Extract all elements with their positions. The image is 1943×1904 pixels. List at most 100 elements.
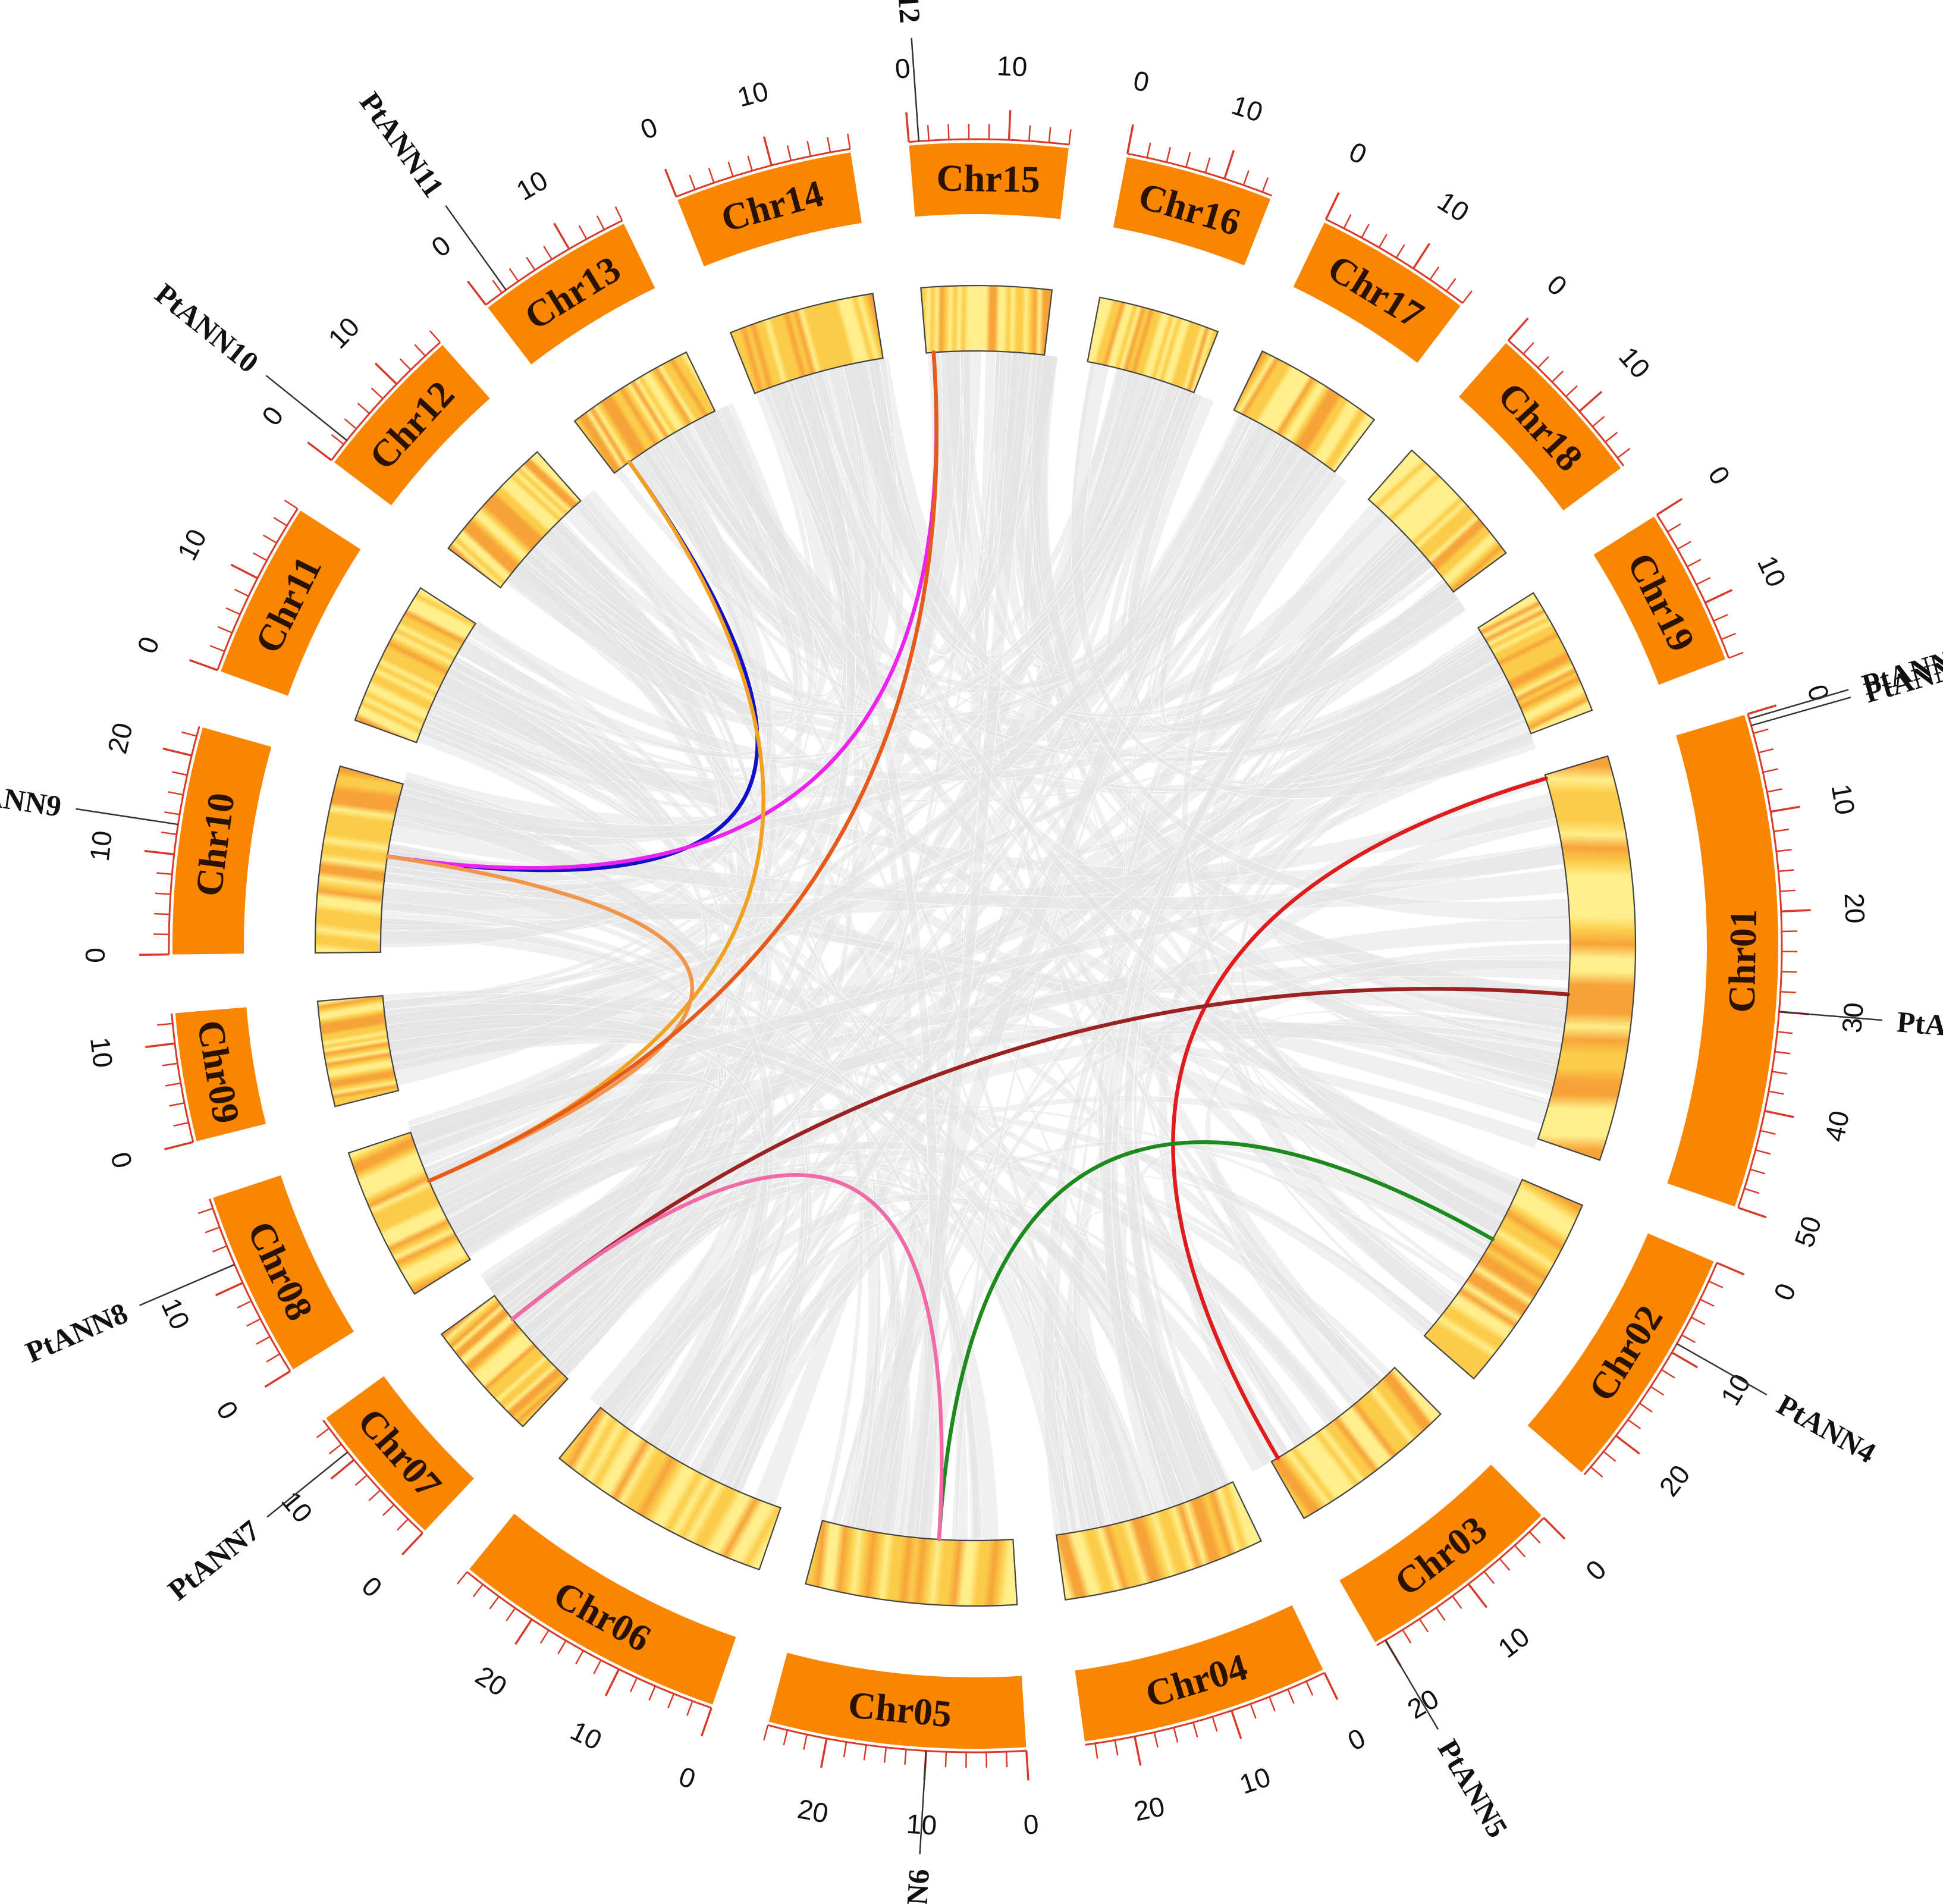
- major-tick: [1323, 1672, 1339, 1701]
- tick-label: 0: [1343, 1722, 1370, 1756]
- minor-tick: [399, 358, 412, 371]
- tick-label: 20: [1839, 892, 1871, 924]
- minor-tick: [1242, 170, 1250, 186]
- major-tick: [664, 168, 677, 197]
- link-ptann6-ptann7: [510, 1173, 944, 1542]
- minor-tick: [803, 1734, 808, 1750]
- minor-tick: [786, 145, 792, 161]
- major-tick: [1737, 1206, 1767, 1219]
- tick-label: 10: [84, 829, 118, 863]
- tick-axis: [908, 138, 1069, 146]
- major-tick: [1025, 1751, 1029, 1781]
- gene-ptann11: PtANN11: [353, 86, 507, 291]
- background-synteny-links: [380, 350, 1571, 1541]
- gene-label: PtANN6: [896, 1868, 936, 1904]
- gene-ptann10: PtANN10: [149, 277, 347, 441]
- gene-label: PtANN4: [1772, 1388, 1882, 1470]
- minor-tick: [1446, 278, 1457, 292]
- chromosome-chr03: Chr0301020: [1339, 1464, 1612, 1725]
- tick-label: 0: [80, 948, 111, 963]
- tick-label: 0: [1022, 1808, 1040, 1840]
- minor-tick: [1048, 127, 1051, 143]
- tick-label: 10: [1715, 1369, 1757, 1410]
- tick-label: 10: [1826, 782, 1862, 817]
- major-tick: [762, 136, 773, 166]
- minor-tick: [1766, 788, 1782, 793]
- tick-axis: [485, 219, 623, 306]
- minor-tick: [156, 872, 172, 876]
- minor-tick: [1691, 1316, 1706, 1325]
- minor-tick: [266, 1353, 281, 1363]
- tick-label: 0: [211, 1395, 245, 1425]
- density-block-chr14: [729, 293, 884, 394]
- minor-tick: [1028, 125, 1031, 142]
- minor-tick: [843, 1742, 847, 1758]
- density-block-chr08: [347, 1131, 471, 1296]
- minor-tick: [686, 1701, 693, 1716]
- major-tick: [144, 849, 174, 855]
- minor-tick: [237, 1300, 252, 1309]
- link-ptann1-ptann5: [1171, 776, 1548, 1460]
- minor-tick: [727, 161, 734, 177]
- minor-tick: [557, 1640, 567, 1655]
- minor-tick: [1777, 1031, 1793, 1034]
- gene-label: PtANN8: [21, 1296, 133, 1369]
- minor-tick: [1650, 1386, 1665, 1396]
- minor-tick: [578, 225, 588, 240]
- minor-tick: [1661, 1369, 1675, 1379]
- tick-label: 0: [105, 1149, 139, 1171]
- minor-tick: [1523, 342, 1534, 355]
- major-tick: [1578, 391, 1603, 412]
- minor-tick: [1775, 1050, 1791, 1055]
- minor-tick: [1776, 849, 1792, 852]
- ideogram-chr09: [175, 1007, 266, 1141]
- gene-marker-line: [1676, 1342, 1768, 1396]
- tick-label: 10: [171, 524, 213, 565]
- tick-label: 0: [894, 52, 912, 84]
- gene-label: PtANN7: [161, 1513, 266, 1607]
- minor-tick: [173, 1122, 189, 1127]
- major-tick: [145, 1042, 175, 1049]
- major-tick: [604, 1668, 620, 1696]
- minor-tick: [1269, 1696, 1276, 1712]
- tick-label: 0: [1580, 1554, 1612, 1586]
- gene-marker-line: [1385, 1639, 1439, 1730]
- minor-tick: [1452, 1595, 1462, 1609]
- density-block-chr07: [440, 1294, 569, 1428]
- tick-label: 10: [566, 1715, 607, 1756]
- minor-tick: [1153, 1732, 1159, 1748]
- minor-tick: [172, 771, 187, 776]
- gene-marker-line: [1779, 1011, 1882, 1021]
- gene-ptann4: PtANN4: [1676, 1342, 1882, 1470]
- minor-tick: [1250, 1704, 1257, 1719]
- tick-axis: [168, 726, 200, 955]
- gene-ptann5: PtANN5: [1385, 1639, 1515, 1843]
- minor-tick: [648, 1686, 656, 1701]
- tick-axis: [767, 1724, 1027, 1754]
- tick-label: 10: [1613, 341, 1656, 384]
- ideogram-chr17: [1293, 222, 1461, 363]
- major-tick: [162, 747, 192, 757]
- major-tick: [1747, 704, 1777, 716]
- density-block-chr10: [314, 765, 404, 954]
- minor-tick: [1592, 416, 1605, 428]
- minor-tick: [1068, 129, 1072, 145]
- tick-axis: [1325, 218, 1464, 304]
- tick-label: 0: [1131, 65, 1152, 98]
- ideogram-chr11: [221, 510, 361, 696]
- minor-tick: [1728, 651, 1744, 659]
- minor-tick: [414, 344, 426, 357]
- major-tick: [1781, 909, 1811, 913]
- tick-label: 10: [511, 164, 553, 206]
- major-tick: [553, 222, 570, 250]
- minor-tick: [316, 1428, 330, 1438]
- density-block-chr17: [1233, 350, 1376, 473]
- minor-tick: [256, 1335, 271, 1345]
